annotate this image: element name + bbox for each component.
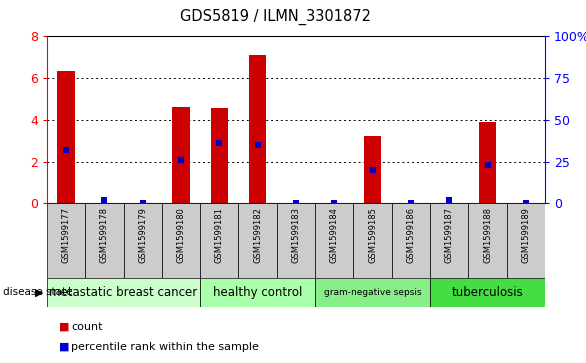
Text: GSM1599178: GSM1599178 <box>100 207 109 263</box>
Bar <box>364 136 381 203</box>
Text: GSM1599186: GSM1599186 <box>406 207 415 263</box>
Text: GSM1599183: GSM1599183 <box>291 207 301 263</box>
Bar <box>479 122 496 203</box>
Text: GSM1599180: GSM1599180 <box>176 207 186 263</box>
Text: metastatic breast cancer: metastatic breast cancer <box>49 286 197 299</box>
Text: GSM1599189: GSM1599189 <box>522 207 530 263</box>
Text: GSM1599179: GSM1599179 <box>138 207 147 263</box>
Text: GSM1599177: GSM1599177 <box>62 207 70 263</box>
Text: GSM1599185: GSM1599185 <box>368 207 377 263</box>
Bar <box>507 203 545 278</box>
Text: GSM1599187: GSM1599187 <box>445 207 454 263</box>
Bar <box>200 203 239 278</box>
Text: healthy control: healthy control <box>213 286 302 299</box>
Text: ■: ■ <box>59 342 69 352</box>
Bar <box>47 278 200 307</box>
Bar <box>430 203 468 278</box>
Bar <box>430 278 545 307</box>
Text: gram-negative sepsis: gram-negative sepsis <box>323 288 421 297</box>
Bar <box>200 278 315 307</box>
Bar <box>249 55 266 203</box>
Text: ■: ■ <box>59 322 69 332</box>
Bar <box>85 203 124 278</box>
Text: GSM1599188: GSM1599188 <box>483 207 492 263</box>
Bar <box>57 71 74 203</box>
Text: ▶: ▶ <box>35 287 43 297</box>
Bar <box>277 203 315 278</box>
Bar <box>239 203 277 278</box>
Text: tuberculosis: tuberculosis <box>452 286 523 299</box>
Bar <box>211 108 228 203</box>
Bar <box>124 203 162 278</box>
Bar <box>47 203 85 278</box>
Bar <box>162 203 200 278</box>
Text: count: count <box>71 322 103 332</box>
Bar <box>353 203 391 278</box>
Text: GSM1599181: GSM1599181 <box>215 207 224 263</box>
Bar <box>315 203 353 278</box>
Text: percentile rank within the sample: percentile rank within the sample <box>71 342 260 352</box>
Text: GDS5819 / ILMN_3301872: GDS5819 / ILMN_3301872 <box>180 9 371 25</box>
Bar <box>315 278 430 307</box>
Text: GSM1599182: GSM1599182 <box>253 207 262 263</box>
Bar <box>172 107 190 203</box>
Bar <box>468 203 507 278</box>
Bar <box>391 203 430 278</box>
Text: disease state: disease state <box>3 287 73 297</box>
Text: GSM1599184: GSM1599184 <box>330 207 339 263</box>
